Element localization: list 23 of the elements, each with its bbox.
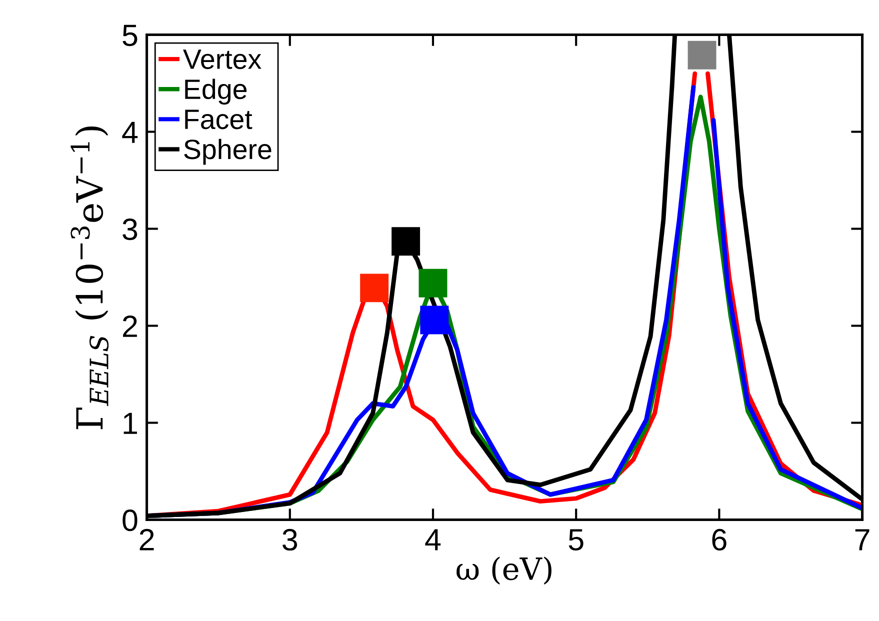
y-tick-label: 5 <box>122 24 138 46</box>
point <box>392 227 420 256</box>
x-tick-label: 3 <box>282 528 298 551</box>
x-tick-label: 5 <box>568 529 584 551</box>
point <box>688 40 716 70</box>
point <box>360 274 389 302</box>
x-tick-label: 7 <box>855 529 870 550</box>
point <box>420 306 449 334</box>
y-tick-label: 4 <box>122 122 138 143</box>
y-axis-title: Γ$_{EELS}$ (10$^{−3}$eV$^{−1}$) <box>70 126 109 430</box>
legend-label: Sphere <box>184 138 272 165</box>
x-tick-label: 2 <box>140 528 154 550</box>
legend-label: Vertex <box>183 50 262 70</box>
y-tick-label: 0 <box>122 510 138 532</box>
y-tick-label: 2 <box>123 316 137 337</box>
point <box>418 268 448 298</box>
y-tick-label: 1 <box>124 412 137 434</box>
legend-label: Edge <box>185 78 247 105</box>
legend-label: Facet <box>185 110 252 130</box>
y-tick-label: 3 <box>122 218 138 240</box>
x-axis-title: ω (eV) <box>456 556 552 585</box>
x-tick-label: 6 <box>712 528 726 551</box>
x-tick-label: 4 <box>425 529 441 550</box>
